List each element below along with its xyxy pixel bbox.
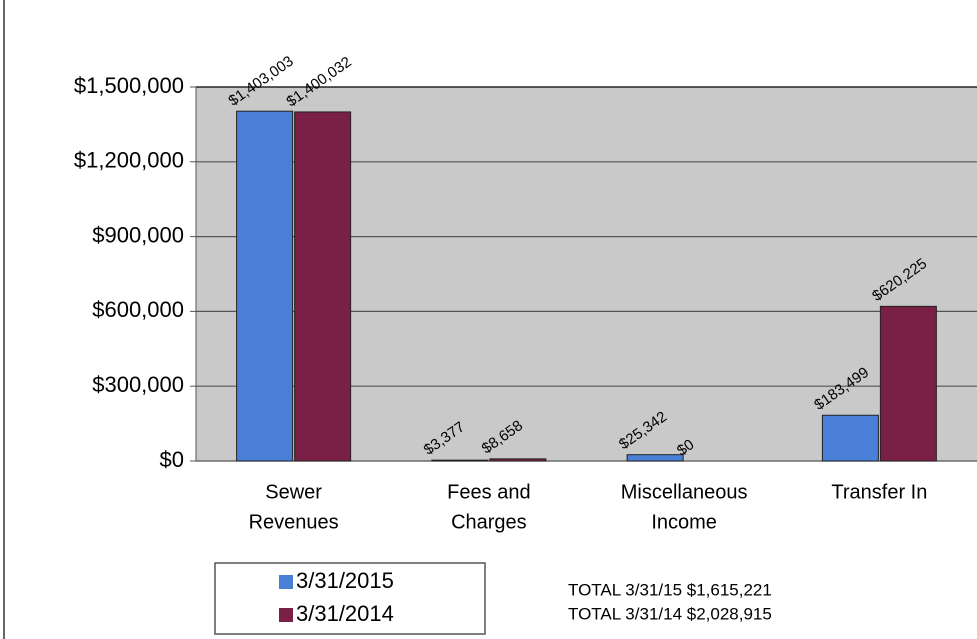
bar [431, 459, 489, 462]
bar [626, 454, 684, 462]
y-tick-label: $1,200,000 [74, 148, 184, 173]
legend-label: 3/31/2014 [296, 601, 394, 626]
x-tick-label: Sewer [265, 481, 322, 503]
x-tick-label: Miscellaneous [621, 481, 748, 503]
bar [294, 111, 352, 462]
legend-swatch [279, 575, 293, 589]
x-tick-label: Transfer In [831, 481, 927, 503]
x-tick-label: Revenues [249, 511, 339, 533]
bar [236, 110, 294, 462]
legend-swatch [279, 608, 293, 622]
legend-label: 3/31/2015 [296, 568, 394, 593]
y-tick-label: $0 [160, 447, 184, 472]
y-tick-label: $300,000 [92, 372, 184, 397]
y-tick-label: $600,000 [92, 297, 184, 322]
total-annotation: TOTAL 3/31/15 $1,615,221 [568, 580, 772, 599]
y-tick-label: $900,000 [92, 222, 184, 247]
bar [879, 305, 937, 462]
bar [489, 458, 547, 462]
x-tick-label: Income [651, 511, 717, 533]
bar [821, 414, 879, 462]
x-tick-label: Charges [451, 511, 527, 533]
data-label: $0 [674, 436, 697, 459]
legend [214, 562, 486, 635]
total-annotation: TOTAL 3/31/14 $2,028,915 [568, 604, 772, 623]
y-tick-label: $1,500,000 [74, 73, 184, 98]
x-tick-label: Fees and [447, 481, 530, 503]
